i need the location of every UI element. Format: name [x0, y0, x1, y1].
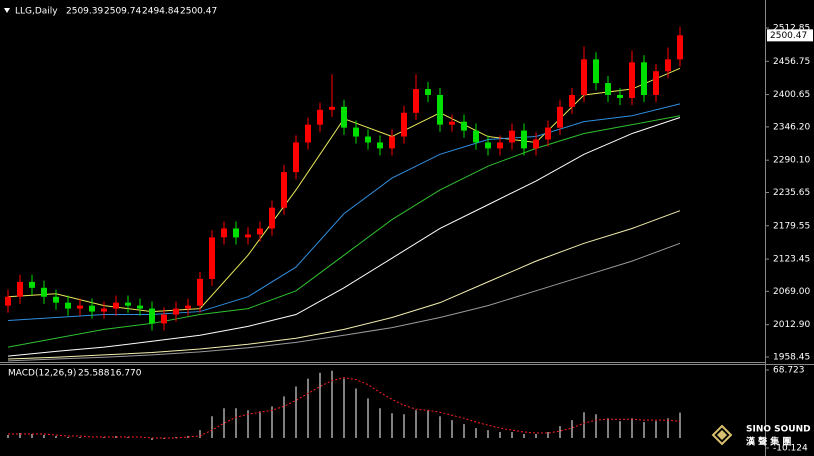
candle-body — [341, 106, 347, 128]
candle-body — [557, 106, 563, 128]
candle-body — [137, 305, 143, 309]
candle-body — [77, 305, 83, 309]
candle-body — [389, 136, 395, 149]
moving-average — [7, 242, 681, 362]
y-tick-label: 1958.45 — [773, 352, 810, 362]
brand-chinese: 漢 聲 集 團 — [746, 436, 791, 448]
candle-body — [257, 228, 263, 235]
candle-body — [269, 207, 275, 229]
candle-body — [17, 281, 23, 297]
candle-body — [629, 62, 635, 98]
y-tick-label: 2290.10 — [773, 156, 810, 166]
candle-body — [353, 127, 359, 137]
candle-body — [53, 296, 59, 303]
candle-body — [29, 281, 35, 288]
candle-body — [521, 130, 527, 149]
candle-body — [113, 302, 119, 309]
candle-body — [161, 314, 167, 324]
candle-body — [581, 59, 587, 95]
candle-body — [497, 142, 503, 149]
candle-body — [149, 308, 155, 324]
candle-body — [473, 130, 479, 143]
candle-body — [233, 228, 239, 238]
y-tick-label: 2123.45 — [773, 255, 810, 265]
candle-body — [617, 94, 623, 98]
candle-body — [677, 35, 683, 60]
moving-average — [7, 115, 681, 348]
watermark: SINO SOUND 漢 聲 集 團 — [711, 424, 811, 448]
price-label: 2500.47 — [770, 31, 807, 41]
candle-body — [569, 94, 575, 107]
candle-body — [197, 278, 203, 306]
menu-arrow[interactable] — [4, 8, 10, 13]
candle-body — [41, 287, 47, 297]
y-tick-label: 2400.65 — [773, 90, 810, 100]
moving-average — [7, 210, 681, 360]
logo — [711, 424, 733, 446]
candle-body — [665, 59, 671, 72]
candle-body — [101, 308, 107, 312]
y-tick-label: 2512.85 — [773, 24, 810, 34]
candle-body — [329, 106, 335, 110]
moving-average — [7, 117, 681, 357]
candle-body — [653, 71, 659, 95]
candle-body — [125, 302, 131, 306]
y-tick-label: 2346.20 — [773, 122, 810, 132]
quote-close: 2500.47 — [180, 7, 217, 17]
logo — [717, 430, 727, 440]
y-tick-label: 2012.90 — [773, 320, 810, 330]
candle-body — [449, 121, 455, 125]
candle-body — [221, 228, 227, 238]
candle-body — [593, 59, 599, 84]
y-tick-label: 2235.65 — [773, 188, 810, 198]
candle-body — [377, 142, 383, 149]
candle-body — [605, 83, 611, 95]
candle-body — [245, 234, 251, 238]
y-tick-label: 2179.55 — [773, 221, 810, 231]
candle-body — [425, 89, 431, 95]
candle-body — [5, 296, 11, 306]
candle-body — [509, 130, 515, 143]
signal-line — [8, 377, 681, 439]
macd-title: MACD(12,26,9) — [8, 369, 76, 379]
chart-title: LLG,Daily — [15, 7, 58, 17]
candle-body — [209, 237, 215, 279]
candle-body — [89, 305, 95, 312]
candle-body — [485, 142, 491, 149]
brand: SINO SOUND — [746, 425, 811, 435]
candle-body — [305, 124, 311, 143]
candle-body — [461, 121, 467, 131]
candle-body — [533, 139, 539, 149]
candle-body — [437, 94, 443, 125]
y-tick-label: 2456.75 — [773, 57, 810, 67]
candle-body — [413, 89, 419, 113]
signal-value: 16.770 — [110, 369, 142, 379]
candle-body — [65, 302, 71, 309]
candle-body — [185, 305, 191, 309]
y-tick-label: 68.723 — [773, 366, 805, 376]
quote-high: 2509.74 — [104, 7, 141, 17]
y-tick-label: 2069.00 — [773, 287, 810, 297]
candle-body — [317, 109, 323, 125]
quote-open: 2509.39 — [66, 7, 103, 17]
candle-body — [281, 172, 287, 208]
candle-body — [365, 136, 371, 143]
macd-value: 25.588 — [78, 369, 110, 379]
candle-body — [173, 308, 179, 315]
price-label-box — [767, 29, 813, 42]
candle-body — [401, 112, 407, 137]
quote-low: 2494.84 — [142, 7, 179, 17]
candle-body — [293, 142, 299, 173]
moving-average — [7, 103, 681, 321]
y-tick-label: -10.124 — [773, 443, 808, 453]
candle-body — [641, 62, 647, 95]
candle-body — [545, 127, 551, 140]
